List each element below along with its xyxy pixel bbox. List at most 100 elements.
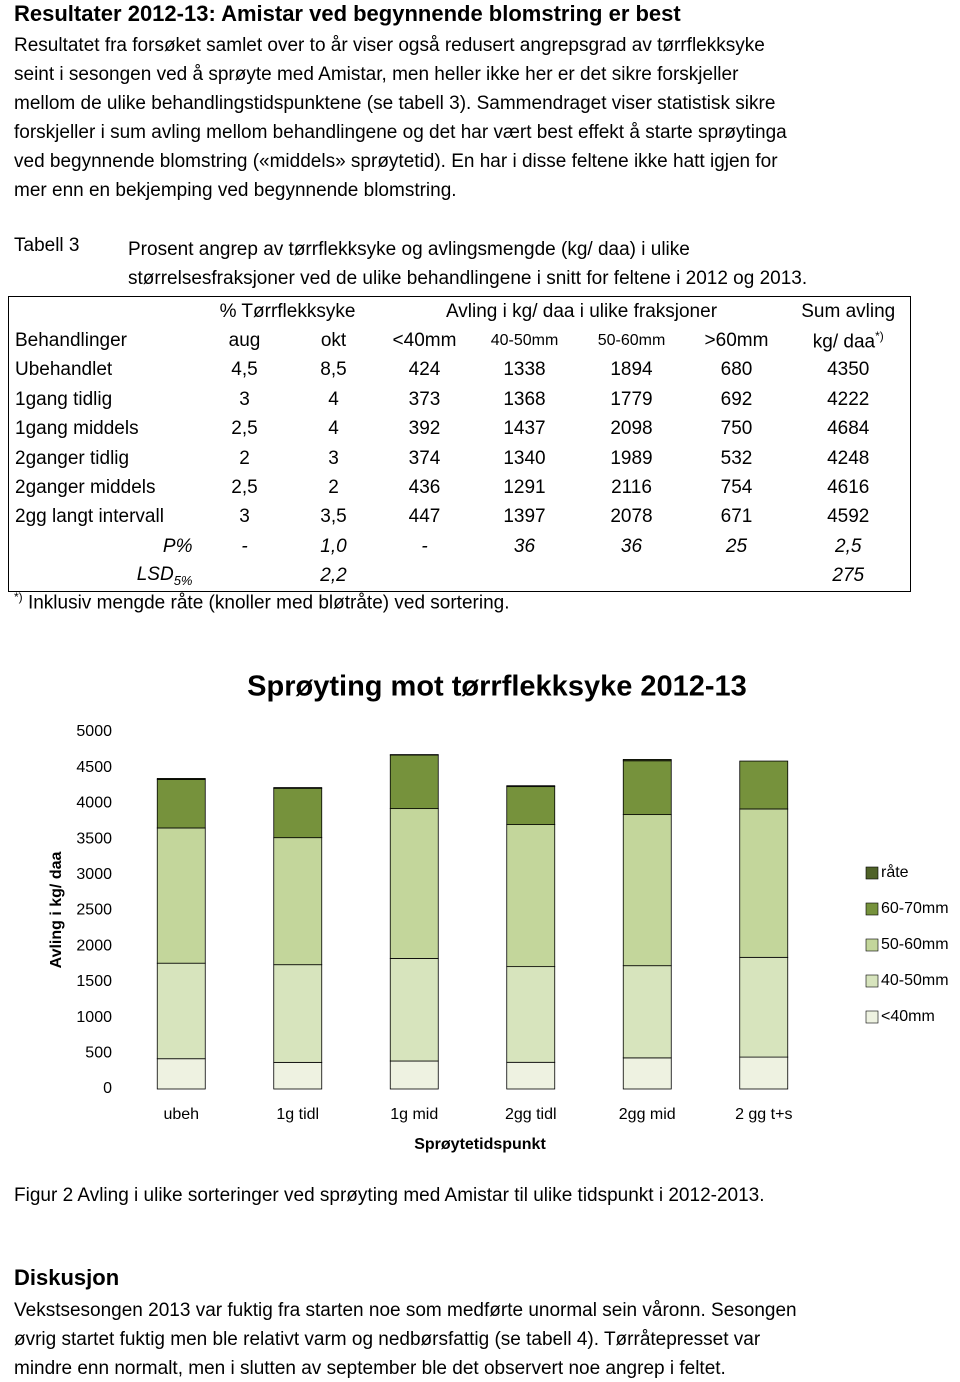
y-tick-label: 5000 <box>76 723 112 740</box>
bar-segment <box>739 760 789 810</box>
bar-segment <box>389 1060 439 1090</box>
table-row: Ubehandlet 4,5 8,5 424 1338 1894 680 4350 <box>9 356 911 385</box>
table-cell: 1340 <box>503 447 546 469</box>
legend-swatch <box>865 974 879 988</box>
table-cell: - <box>241 535 248 557</box>
legend-label: 40-50mm <box>881 972 949 989</box>
table-cell: 692 <box>720 388 753 410</box>
table-cell: 36 <box>513 535 536 557</box>
bar-segment <box>622 1057 672 1090</box>
table-cell <box>199 562 291 592</box>
legend-swatch <box>865 938 879 952</box>
header-cell: Avling i kg/ daa i ulike fraksjoner <box>445 300 718 322</box>
bar-segment <box>622 760 672 816</box>
discussion-heading: Diskusjon <box>14 1265 120 1290</box>
discussion-paragraph: Vekstsesongen 2013 var fuktig fra starte… <box>14 1296 797 1382</box>
text-line: mellom de ulike behandlingstidspunktene … <box>14 93 776 114</box>
table-cell: 754 <box>720 477 753 499</box>
bar-segment <box>389 808 439 959</box>
table-cell: 374 <box>408 447 441 469</box>
column-note: *) <box>875 328 884 343</box>
legend-swatch <box>865 902 879 916</box>
text-line: mindre enn normalt, men i slutten av sep… <box>14 1358 726 1379</box>
table-row: 2ganger tidlig 2 3 374 1340 1989 532 4248 <box>9 444 911 473</box>
chart-title: Sprøyting mot tørrflekksyke 2012-13 <box>247 671 747 703</box>
bar-segment <box>273 787 323 789</box>
table-cell: 1gang tidlig <box>15 388 113 410</box>
text-line: forskjeller i sum avling mellom behandli… <box>14 122 787 143</box>
table-cell: 3 <box>239 506 250 528</box>
bar-segment <box>739 956 789 1058</box>
table-row: 2ganger middels 2,5 2 436 1291 2116 754 4616 <box>9 473 911 502</box>
footnote-text: Inklusiv mengde råte (knoller med bløtrå… <box>27 592 510 614</box>
header-cell: % Tørrflekksyke <box>219 300 356 322</box>
bar-segment <box>273 837 323 966</box>
text-line: øvrig startet fuktig men ble relativt va… <box>14 1329 761 1350</box>
table-cell: 424 <box>408 359 441 381</box>
table-cell: Ubehandlet <box>15 359 113 381</box>
table-cell: 2,5 <box>231 477 258 499</box>
table-cell: 447 <box>408 506 441 528</box>
table-cell: 25 <box>725 535 748 557</box>
table-cell: 373 <box>408 388 441 410</box>
table-cell: 2,5 <box>835 535 862 557</box>
header-row: Behandlinger aug okt <40mm 40-50mm 50-60mm >60… <box>9 326 911 355</box>
table-cell: P% <box>162 535 193 557</box>
column-header: >60mm <box>704 330 769 352</box>
y-axis-title: Avling i kg/ daa <box>48 852 65 969</box>
bar-segment <box>506 966 556 1063</box>
table-cell: 1397 <box>503 506 546 528</box>
table-cell: 750 <box>720 418 753 440</box>
y-tick-label: 3000 <box>76 866 112 883</box>
table-cell: 4,5 <box>231 359 258 381</box>
x-axis-title: Sprøytetidspunkt <box>414 1136 546 1153</box>
bar-segment <box>506 824 556 968</box>
y-tick-label: 4500 <box>76 759 112 776</box>
table-cell <box>377 562 473 592</box>
column-header: kg/ daa*) <box>812 328 884 353</box>
bar-segment <box>506 1061 556 1090</box>
table-cell: 1,0 <box>320 535 347 557</box>
text-line: størrelsesfraksjoner ved de ulike behand… <box>128 268 808 289</box>
x-tick-label: 2gg tidl <box>505 1106 557 1123</box>
text-line: Prosent angrep av tørrflekksyke og avlin… <box>128 239 690 260</box>
table-cell: 2 <box>239 447 250 469</box>
legend-label: <40mm <box>881 1008 935 1025</box>
table-cell: 1gang middels <box>15 418 139 440</box>
table-cell: 4 <box>328 388 339 410</box>
column-header: 50-60mm <box>597 332 666 350</box>
bar-segment <box>156 1058 206 1090</box>
lsd-sub: 5% <box>173 573 193 589</box>
table-cell: - <box>421 535 428 557</box>
table-cell: 392 <box>408 418 441 440</box>
table-cell: 2,2 <box>320 565 347 587</box>
legend-label: 50-60mm <box>881 936 949 953</box>
table-cell: 1437 <box>503 418 546 440</box>
table-cell: 3 <box>328 447 339 469</box>
table-cell: 275 <box>832 565 865 587</box>
column-header: okt <box>320 330 347 352</box>
y-tick-label: 4000 <box>76 795 112 812</box>
table-cell: 2 <box>328 477 339 499</box>
bar-segment <box>739 1056 789 1090</box>
column-header: 40-50mm <box>490 332 559 350</box>
table-cell: 532 <box>720 447 753 469</box>
y-tick-label: 0 <box>103 1080 112 1097</box>
bar-segment <box>739 808 789 958</box>
table-cell: 671 <box>720 506 753 528</box>
table-cell: 2gg langt intervall <box>15 506 164 528</box>
x-tick-label: 2 gg t+s <box>735 1106 792 1123</box>
x-tick-label: 1g tidl <box>276 1106 319 1123</box>
lsd-row: LSD5% 2,2 275 <box>9 562 911 592</box>
table-cell: 4616 <box>827 477 870 499</box>
table-cell: 2078 <box>610 506 653 528</box>
column-header: aug <box>228 330 261 352</box>
x-tick-label: 2gg mid <box>619 1106 676 1123</box>
text-line: Resultatet fra forsøket samlet over to å… <box>14 35 765 56</box>
bar-segment <box>389 958 439 1062</box>
table-cell: 1291 <box>503 477 546 499</box>
bar-segment <box>506 785 556 788</box>
table-cell: 4 <box>328 418 339 440</box>
table-cell: 2116 <box>611 477 652 499</box>
